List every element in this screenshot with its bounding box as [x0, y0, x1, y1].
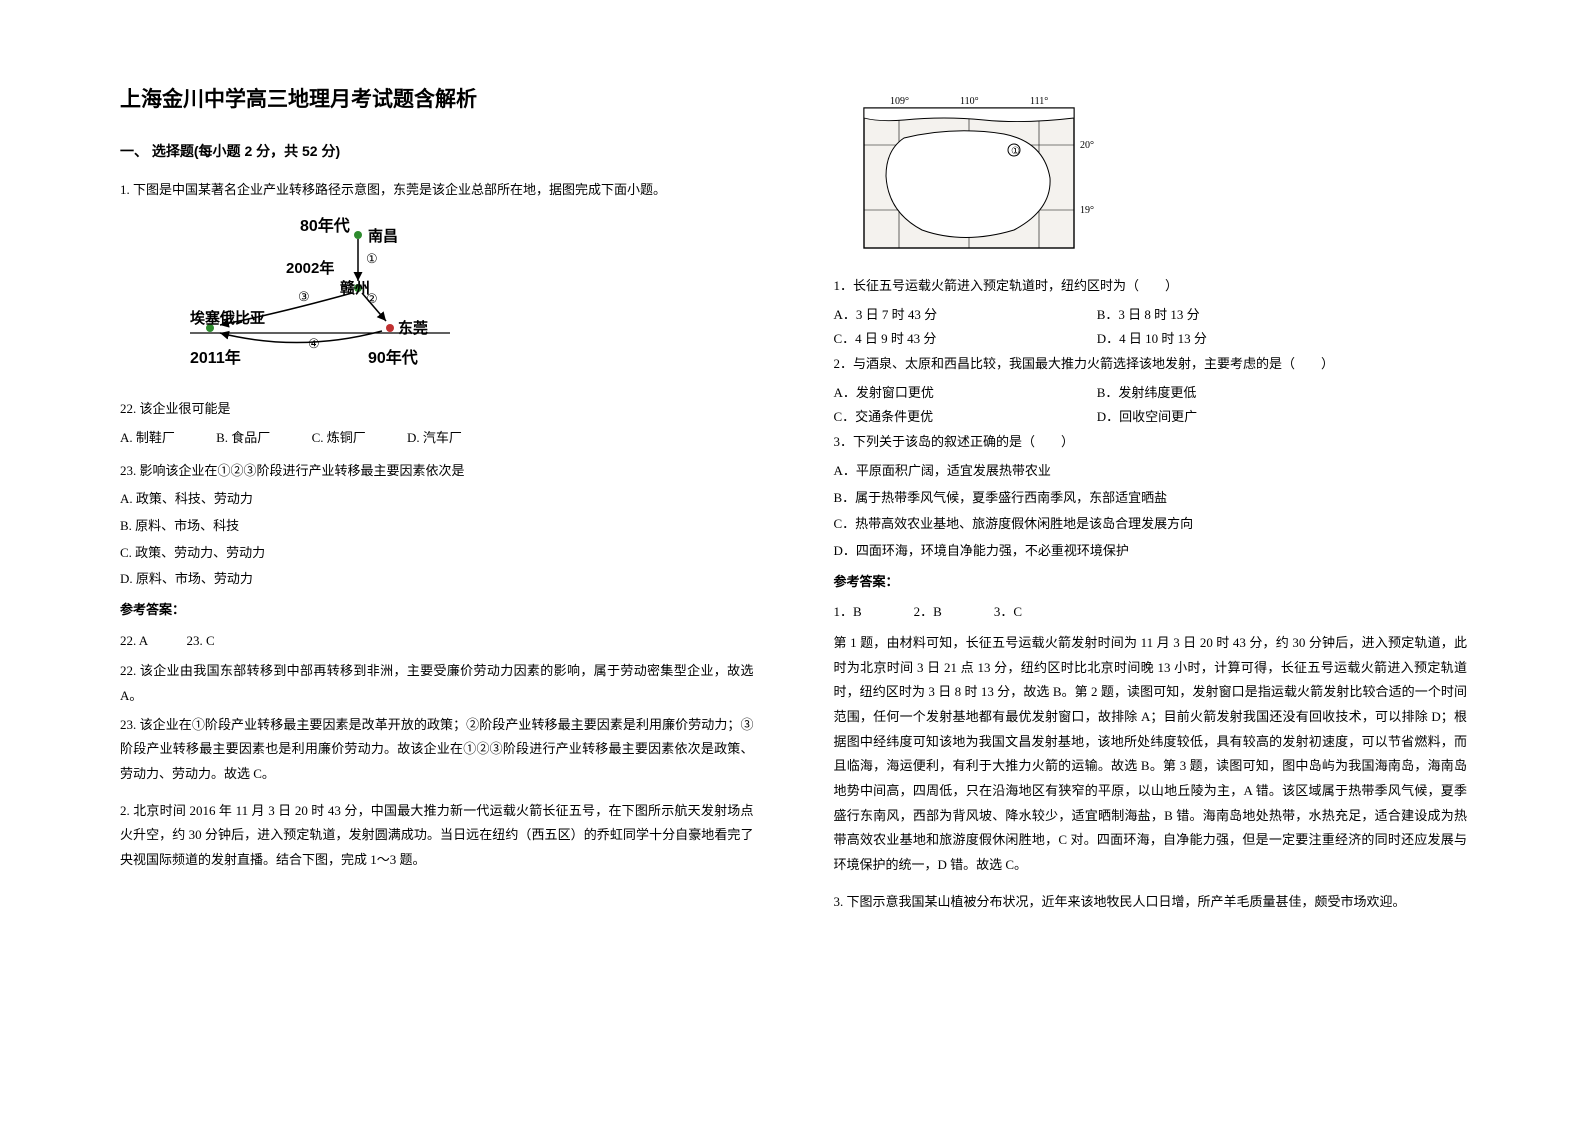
fig2-lat0: 20°	[1080, 140, 1094, 151]
fig1-n3: ③	[298, 289, 310, 304]
opt-a: A. 制鞋厂	[120, 426, 175, 451]
section-header: 一、 选择题(每小题 2 分，共 52 分)	[120, 138, 754, 165]
answer-header: 参考答案：	[120, 598, 754, 623]
fig2-lon2: 111°	[1030, 96, 1048, 107]
q1-exp22: 22. 该企业由我国东部转移到中部再转移到非洲，主要受廉价劳动力因素的影响，属于…	[120, 659, 754, 708]
fig1-era80: 80年代	[300, 216, 350, 235]
q2-sub2-options: A．发射窗口更优 B．发射纬度更低	[834, 381, 1468, 406]
opt-a: A．发射窗口更优	[834, 381, 1094, 406]
q2-sub3-stem: 3．下列关于该岛的叙述正确的是（ ）	[834, 430, 1468, 455]
opt-d: D. 汽车厂	[407, 426, 462, 451]
q2-sub2-options2: C．交通条件更优 D．回收空间更广	[834, 405, 1468, 430]
q1-exp23: 23. 该企业在①阶段产业转移最主要因素是改革开放的政策；②阶段产业转移最主要因…	[120, 713, 754, 787]
opt-a: A．3 日 7 时 43 分	[834, 303, 1094, 328]
fig1-2011: 2011年	[190, 348, 241, 367]
fig1-era90: 90年代	[368, 348, 418, 367]
opt-b: B．发射纬度更低	[1097, 381, 1357, 406]
q2-sub1-stem: 1．长征五号运载火箭进入预定轨道时，纽约区时为（ ）	[834, 274, 1468, 299]
opt-c: C．4 日 9 时 43 分	[834, 327, 1094, 352]
page-title: 上海金川中学高三地理月考试题含解析	[120, 80, 754, 120]
opt-a: A. 政策、科技、劳动力	[120, 487, 754, 512]
opt-a: A．平原面积广阔，适宜发展热带农业	[834, 459, 1468, 484]
opt-d: D．4 日 10 时 13 分	[1097, 327, 1357, 352]
q3-stem: 3. 下图示意我国某山植被分布状况，近年来该地牧民人口日增，所产羊毛质量甚佳，颇…	[834, 890, 1468, 915]
opt-c: C. 政策、劳动力、劳动力	[120, 541, 754, 566]
q2-sub2-stem: 2．与酒泉、太原和西昌比较，我国最大推力火箭选择该地发射，主要考虑的是（ ）	[834, 352, 1468, 377]
q2-answers: 1．B 2．B 3．C	[834, 600, 1468, 625]
opt-c: C. 炼铜厂	[312, 426, 366, 451]
fig1-n2: ②	[366, 291, 378, 306]
fig1-dongguan: 东莞	[398, 319, 428, 337]
q2-figure: ① 109° 110° 111° 20° 19°	[844, 90, 1104, 260]
opt-b: B．属于热带季风气候，夏季盛行西南季风，东部适宜晒盐	[834, 486, 1468, 511]
answer-header: 参考答案：	[834, 570, 1468, 595]
q1-figure: 80年代 南昌 2002年 ① 赣州 ② ③ 埃塞俄比亚 东莞 ④ 2011年 …	[190, 213, 450, 383]
q2-sub1-options: A．3 日 7 时 43 分 B．3 日 8 时 13 分	[834, 303, 1468, 328]
fig1-n1: ①	[366, 251, 378, 266]
fig1-2002: 2002年	[286, 259, 334, 277]
q1-stem: 1. 下图是中国某著名企业产业转移路径示意图，东莞是该企业总部所在地，据图完成下…	[120, 178, 754, 203]
q1-answers: 22. A 23. C	[120, 629, 754, 654]
fig2-marker: ①	[1011, 146, 1020, 157]
opt-d: D. 原料、市场、劳动力	[120, 567, 754, 592]
opt-c: C．热带高效农业基地、旅游度假休闲胜地是该岛合理发展方向	[834, 512, 1468, 537]
q2-exp: 第 1 题，由材料可知，长征五号运载火箭发射时间为 11 月 3 日 20 时 …	[834, 631, 1468, 878]
fig1-nanchang: 南昌	[368, 227, 398, 245]
opt-b: B. 原料、市场、科技	[120, 514, 754, 539]
fig1-n4: ④	[308, 336, 320, 351]
opt-d: D．回收空间更广	[1097, 405, 1357, 430]
opt-b: B．3 日 8 时 13 分	[1097, 303, 1357, 328]
q1-sub22-options: A. 制鞋厂 B. 食品厂 C. 炼铜厂 D. 汽车厂	[120, 426, 754, 451]
opt-b: B. 食品厂	[216, 426, 270, 451]
q1-sub22-stem: 22. 该企业很可能是	[120, 397, 754, 422]
fig2-lon1: 110°	[960, 96, 979, 107]
q2-sub1-options2: C．4 日 9 时 43 分 D．4 日 10 时 13 分	[834, 327, 1468, 352]
fig2-lon0: 109°	[890, 96, 909, 107]
q1-sub23-stem: 23. 影响该企业在①②③阶段进行产业转移最主要因素依次是	[120, 459, 754, 484]
opt-d: D．四面环海，环境自净能力强，不必重视环境保护	[834, 539, 1468, 564]
q2-stem: 2. 北京时间 2016 年 11 月 3 日 20 时 43 分，中国最大推力…	[120, 799, 754, 873]
fig1-ethiopia: 埃塞俄比亚	[190, 309, 265, 327]
opt-c: C．交通条件更优	[834, 405, 1094, 430]
fig2-lat1: 19°	[1080, 205, 1094, 216]
